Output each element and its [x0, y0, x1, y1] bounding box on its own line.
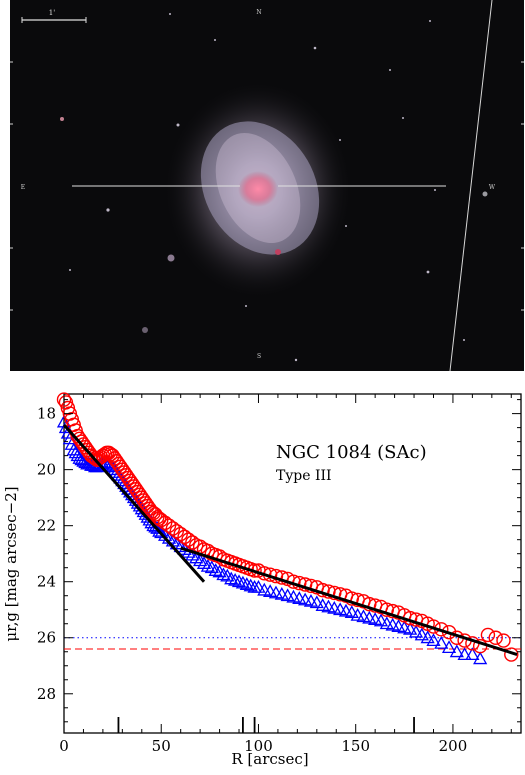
chart-title: NGC 1084 (SAc) — [276, 442, 427, 463]
data-point-g — [243, 578, 258, 592]
y-tick-label: 28 — [37, 685, 56, 703]
data-point-g — [465, 647, 480, 661]
data-point-r — [480, 627, 496, 643]
data-point-g — [449, 644, 464, 658]
y-axis-label: μr,g [mag arcsec−2] — [2, 486, 20, 641]
compass-west: W — [489, 184, 496, 191]
data-point-r — [185, 535, 200, 550]
data-point-g — [208, 563, 223, 576]
y-tick-label: 18 — [37, 405, 56, 423]
inner-fit — [62, 423, 206, 583]
y-tick-label: 20 — [37, 461, 56, 479]
chart-subtitle: Type III — [276, 468, 332, 484]
plot-frame — [63, 393, 522, 734]
x-tick-label: 100 — [244, 737, 273, 755]
data-layer — [56, 392, 521, 665]
x-tick-label: 200 — [439, 737, 468, 755]
data-point-g — [420, 630, 435, 644]
data-point-r — [150, 510, 165, 525]
data-point-g — [228, 572, 243, 586]
y-tick-label: 26 — [37, 629, 56, 647]
data-point-g — [251, 579, 266, 593]
data-point-g — [434, 636, 449, 649]
outer-fit — [180, 546, 518, 656]
data-point-g — [473, 651, 488, 665]
x-tick-label: 50 — [152, 737, 171, 755]
data-point-r — [488, 630, 503, 645]
satellite-trail — [449, 0, 493, 372]
data-point-r — [212, 549, 227, 564]
data-point-g — [235, 575, 251, 589]
data-point-r — [173, 526, 188, 542]
data-point-r — [165, 521, 181, 536]
y-tick-label: 22 — [37, 517, 56, 535]
data-point-g — [403, 622, 418, 635]
compass-north: N — [256, 9, 261, 16]
scale-bar: 1' — [21, 9, 87, 23]
x-axis-label: R [arcsec] — [231, 750, 308, 768]
data-point-g — [344, 605, 359, 618]
data-point-r — [169, 524, 184, 539]
y-tick-label: 24 — [37, 573, 56, 591]
data-point-g — [441, 640, 457, 653]
data-point-g — [414, 627, 429, 641]
data-point-r — [161, 518, 177, 533]
data-point-g — [309, 595, 324, 609]
data-point-r — [496, 633, 511, 648]
background-stars — [60, 13, 488, 362]
galaxy-ngc1084 — [163, 80, 353, 300]
compass-south: S — [257, 353, 261, 360]
data-point-r — [56, 392, 72, 407]
data-point-r — [177, 529, 192, 545]
x-tick-label: 150 — [341, 737, 370, 755]
data-point-r — [157, 515, 173, 531]
data-point-r — [154, 512, 169, 528]
galaxy-image: 1' N E W S — [10, 0, 524, 372]
data-point-g — [224, 571, 239, 585]
compass-east: E — [21, 184, 25, 191]
galaxy-image-panel: 1' N E W S — [10, 0, 524, 372]
data-point-g — [457, 647, 472, 661]
axis-layer: 0 50 100 150 200 18 20 22 24 26 28 — [37, 394, 521, 755]
data-point-g — [200, 558, 216, 572]
data-point-g — [58, 420, 74, 434]
data-point-r — [504, 647, 519, 662]
data-point-r — [181, 532, 196, 547]
data-point-g — [408, 624, 424, 638]
data-point-r — [87, 451, 103, 466]
surface-brightness-profile: 0 50 100 150 200 18 20 22 24 26 28 NGC 1084 (SAc) … — [0, 378, 525, 771]
data-point-g — [231, 574, 247, 588]
data-point-g — [216, 567, 231, 581]
data-point-g — [373, 613, 389, 627]
frame-ticks — [10, 61, 524, 311]
x-tick-label: 0 — [59, 737, 69, 755]
scale-bar-label: 1' — [49, 9, 55, 17]
data-point-g — [426, 633, 441, 646]
data-point-g — [152, 523, 167, 537]
data-point-g — [239, 577, 254, 590]
